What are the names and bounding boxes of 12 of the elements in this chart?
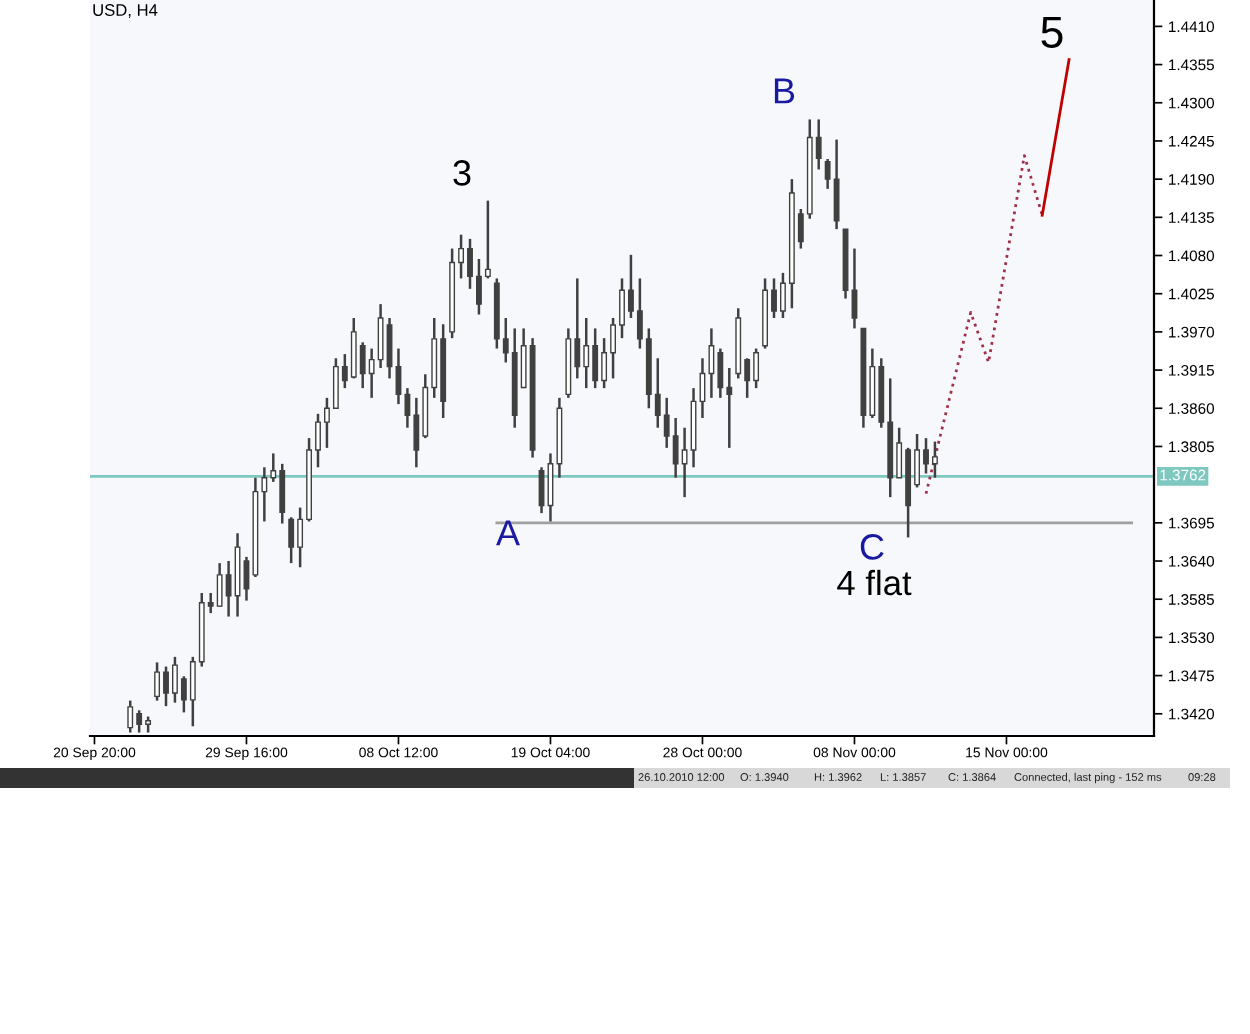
candlestick (833, 138, 840, 231)
candlestick (708, 327, 715, 400)
annotation: 3 (453, 160, 471, 186)
annotation: 4 flat (837, 569, 912, 596)
annotation: C (860, 534, 884, 560)
annotation: A (496, 520, 520, 546)
candlestick (377, 302, 384, 370)
line-series (924, 154, 1044, 496)
annotation: B (774, 78, 795, 104)
chart-title: USD, H4 (93, 4, 158, 18)
candlestick (288, 516, 295, 565)
annotation: 5 (1041, 16, 1063, 48)
